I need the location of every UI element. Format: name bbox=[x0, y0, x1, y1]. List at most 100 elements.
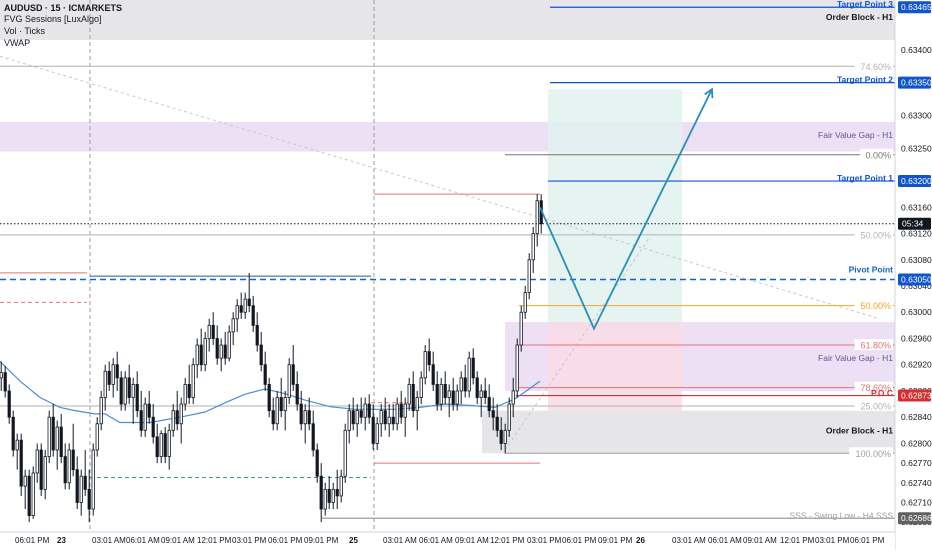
price-tag-label: 0.63350 bbox=[901, 78, 932, 88]
candle-body bbox=[79, 475, 83, 503]
price-tag-bg bbox=[898, 175, 931, 188]
fib-level-label: 100.00% bbox=[855, 449, 891, 459]
candle-body bbox=[227, 331, 231, 359]
candle-body bbox=[147, 403, 151, 418]
candle-body bbox=[87, 488, 91, 510]
candle-body bbox=[383, 410, 387, 425]
price-tag-bg bbox=[898, 273, 931, 286]
candles-group bbox=[0, 194, 543, 523]
candle-body bbox=[423, 351, 427, 379]
time-tick-label: 12:01 PM bbox=[780, 536, 815, 545]
candle-body bbox=[119, 377, 123, 405]
candle-body bbox=[163, 433, 167, 457]
candle-body bbox=[135, 384, 139, 412]
candle-body bbox=[0, 372, 3, 379]
candle-body bbox=[19, 439, 23, 487]
candle-body bbox=[299, 403, 303, 425]
candle-body bbox=[487, 397, 491, 412]
time-tick-label: 03:01 AM bbox=[383, 536, 417, 545]
candle-body bbox=[475, 377, 479, 398]
candle-body bbox=[111, 364, 115, 385]
candle-body bbox=[175, 410, 179, 425]
time-tick-label: 03:01 AM bbox=[672, 536, 706, 545]
last-price-tag-bg bbox=[898, 217, 931, 230]
candle-body bbox=[35, 449, 39, 474]
time-tick-label: 03:01 PM bbox=[232, 536, 267, 545]
candle-body bbox=[187, 384, 191, 398]
price-tick-label: 0.62920 bbox=[901, 360, 932, 370]
candle-body bbox=[347, 410, 351, 431]
annotation-label: P.O.C bbox=[871, 388, 893, 398]
fib-level-label: 61.80% bbox=[860, 341, 891, 351]
candle-body bbox=[391, 416, 395, 425]
candle-body bbox=[435, 384, 439, 405]
price-tick-label: 0.63080 bbox=[901, 255, 932, 265]
annotation-label: Fair Value Gap - H1 bbox=[818, 130, 893, 140]
candle-body bbox=[491, 410, 495, 418]
annotation-label: Order Block - H1 bbox=[826, 12, 893, 22]
fib-label-bg bbox=[854, 60, 893, 72]
price-tag-label: 0.62686 bbox=[901, 513, 932, 523]
candle-body bbox=[451, 390, 455, 405]
price-tick-label: 0.63250 bbox=[901, 143, 932, 153]
fib-level-label: 25.00% bbox=[860, 402, 891, 412]
candle-body bbox=[103, 370, 107, 398]
indicator-volume[interactable]: Vol · Ticks bbox=[4, 26, 46, 36]
time-tick-label: 23 bbox=[57, 536, 66, 545]
candle-body bbox=[255, 324, 259, 346]
candle-body bbox=[315, 449, 319, 477]
time-tick-label: 12:01 PM bbox=[197, 536, 232, 545]
candle-body bbox=[463, 377, 467, 392]
candle-body bbox=[455, 390, 459, 405]
candle-body bbox=[159, 433, 163, 457]
time-tick-label: 09:01 AM bbox=[743, 536, 777, 545]
candle-body bbox=[495, 416, 499, 431]
candle-body bbox=[31, 472, 35, 517]
candle-body bbox=[519, 311, 523, 346]
candle-body bbox=[287, 364, 291, 398]
indicator-fvg-sessions[interactable]: FVG Sessions [LuxAlgo] bbox=[4, 14, 102, 24]
annotation-label: Target Point 3 bbox=[837, 0, 893, 9]
price-tag-bg bbox=[898, 76, 931, 89]
candle-body bbox=[295, 384, 299, 405]
candle-body bbox=[167, 429, 171, 457]
candle-body bbox=[239, 305, 243, 313]
candle-body bbox=[51, 416, 55, 451]
candle-body bbox=[375, 423, 379, 444]
candle-body bbox=[207, 324, 211, 339]
price-tick-label: 0.63000 bbox=[901, 307, 932, 317]
fib-level-label: 78.60% bbox=[860, 383, 891, 393]
candle-body bbox=[99, 397, 103, 425]
candle-body bbox=[403, 403, 407, 418]
candle-body bbox=[363, 403, 367, 418]
last-price-tag-label: 05:34 bbox=[902, 219, 924, 229]
candle-body bbox=[387, 416, 391, 425]
candle-body bbox=[415, 397, 419, 412]
candle-body bbox=[283, 397, 287, 412]
indicator-vwap[interactable]: VWAP bbox=[4, 38, 31, 48]
time-tick-label: 06:01 AM bbox=[708, 536, 742, 545]
price-tag-label: 0.63050 bbox=[901, 274, 932, 284]
candle-body bbox=[335, 488, 339, 497]
candle-body bbox=[183, 384, 187, 405]
candle-body bbox=[267, 384, 271, 412]
price-tick-label: 0.63120 bbox=[901, 229, 932, 239]
fib-label-bg bbox=[860, 148, 893, 160]
candle-body bbox=[407, 384, 411, 405]
zone-fair-value-gap-h1-top bbox=[0, 122, 895, 152]
time-tick-label: 03:01 AM bbox=[92, 536, 126, 545]
candle-body bbox=[307, 410, 311, 425]
candle-body bbox=[483, 390, 487, 398]
symbol-title[interactable]: AUDUSD · 15 · ICMARKETS bbox=[4, 3, 123, 13]
candle-body bbox=[411, 384, 415, 412]
candle-body bbox=[303, 410, 307, 425]
candle-body bbox=[343, 429, 347, 477]
candle-body bbox=[27, 475, 31, 517]
zone-order-block-h1-bottom bbox=[482, 410, 895, 454]
candle-body bbox=[115, 364, 119, 379]
price-tag-bg bbox=[898, 1, 931, 14]
price-tag-bg bbox=[898, 512, 931, 525]
candle-body bbox=[3, 372, 7, 392]
candle-body bbox=[339, 475, 343, 497]
